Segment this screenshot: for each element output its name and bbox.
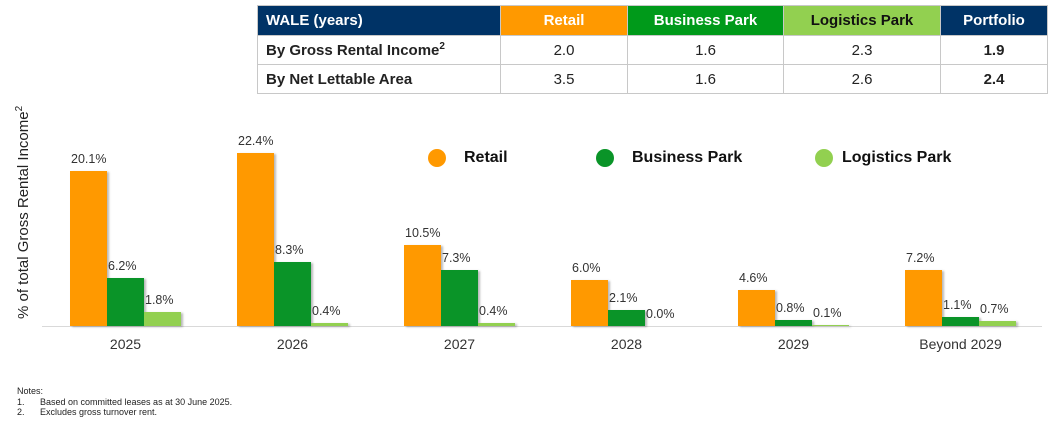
bar-retail [404, 244, 441, 326]
bar-business-park [608, 309, 645, 326]
x-axis-category-label: Beyond 2029 [919, 336, 1002, 352]
wale-header-row: WALE (years) Retail Business Park Logist… [257, 5, 1048, 36]
note-item: 2. Excludes gross turnover rent. [17, 407, 232, 418]
wale-cell-portfolio: 2.4 [940, 64, 1048, 94]
legend-label: Retail [464, 149, 508, 166]
bar-business-park [775, 319, 812, 326]
notes: Notes: 1. Based on committed leases as a… [17, 386, 232, 418]
bar-value-label: 1.8% [145, 293, 174, 308]
wale-row-nla: By Net Lettable Area 3.5 1.6 2.6 2.4 [257, 64, 1048, 94]
legend-label: Logistics Park [842, 149, 952, 166]
row-label-text: By Gross Rental Income [266, 42, 440, 59]
bar-retail [70, 170, 107, 326]
x-axis-category-label: 2026 [276, 336, 309, 352]
bar-business-park [441, 269, 478, 326]
bar-logistics-park [979, 320, 1016, 326]
bar-value-label: 6.0% [572, 260, 601, 275]
legend-dot-icon [815, 149, 833, 167]
lease-expiry-chart: 20.1% 6.2% 1.8% 2025 22.4% 8.3% 0.4% 2026 10.5% 7… [42, 133, 1042, 352]
bar-value-label: 10.5% [405, 225, 441, 240]
bar-value-label: 0.4% [312, 303, 341, 318]
legend-item-business-park: Business Park [596, 149, 742, 167]
legend-item-retail: Retail [428, 149, 508, 167]
bar-value-label: 0.0% [646, 307, 675, 321]
wale-cell-logistics-park: 2.6 [783, 64, 941, 94]
wale-header-portfolio: Portfolio [940, 5, 1048, 36]
bar-value-label: 1.1% [943, 298, 972, 313]
bar-value-label: 4.6% [739, 271, 768, 286]
bar-logistics-park [311, 322, 348, 326]
wale-cell-retail: 3.5 [500, 64, 628, 94]
bar-logistics-park [478, 322, 515, 326]
x-axis-category-label: 2025 [109, 336, 142, 352]
bar-value-label: 2.1% [609, 290, 638, 305]
note-text: Excludes gross turnover rent. [40, 407, 158, 417]
bar-value-label: 7.2% [906, 251, 935, 266]
legend-item-logistics-park: Logistics Park [815, 149, 951, 167]
wale-row-gri: By Gross Rental Income2 2.0 1.6 2.3 1.9 [257, 35, 1048, 65]
bar-value-label: 0.8% [776, 300, 805, 315]
x-axis-category-label: 2027 [443, 336, 476, 352]
legend-dot-icon [596, 149, 614, 167]
bar-value-label: 7.3% [442, 250, 471, 265]
bar-value-label: 6.2% [108, 259, 137, 274]
bar-value-label: 0.1% [813, 306, 842, 320]
bar-value-label: 8.3% [275, 242, 304, 257]
notes-title: Notes: [17, 386, 44, 396]
wale-cell-business-park: 1.6 [627, 35, 784, 65]
footnote-sup: 2 [439, 41, 445, 52]
wale-cell-business-park: 1.6 [627, 64, 784, 94]
legend-dot-icon [428, 149, 446, 167]
bar-retail [237, 152, 274, 326]
note-text: Based on committed leases as at 30 June … [40, 396, 233, 407]
bar-retail [738, 290, 775, 326]
legend-label: Business Park [632, 149, 743, 166]
bar-value-label: 22.4% [238, 133, 274, 148]
bar-value-label: 0.7% [980, 301, 1009, 316]
bar-business-park [274, 261, 311, 326]
x-axis-category-label: 2029 [777, 336, 810, 352]
wale-header-logistics-park: Logistics Park [783, 5, 941, 36]
note-item: 1. Based on committed leases as at 30 Ju… [17, 397, 232, 408]
wale-row-label: By Net Lettable Area [257, 64, 501, 94]
note-number: 2. [17, 407, 25, 417]
x-axis-line [42, 326, 1042, 327]
bar-retail [571, 279, 608, 326]
bar-value-label: 0.4% [479, 303, 508, 318]
note-number: 1. [17, 396, 25, 407]
wale-header-label: WALE (years) [257, 5, 501, 36]
x-axis-category-label: 2028 [610, 336, 643, 352]
bar-value-label: 20.1% [71, 151, 107, 166]
bar-business-park [107, 278, 144, 326]
wale-table: WALE (years) Retail Business Park Logist… [257, 5, 1048, 94]
bar-logistics-park [144, 312, 181, 326]
bar-business-park [942, 317, 979, 326]
bar-logistics-park [812, 325, 849, 326]
bar-retail [905, 270, 942, 326]
